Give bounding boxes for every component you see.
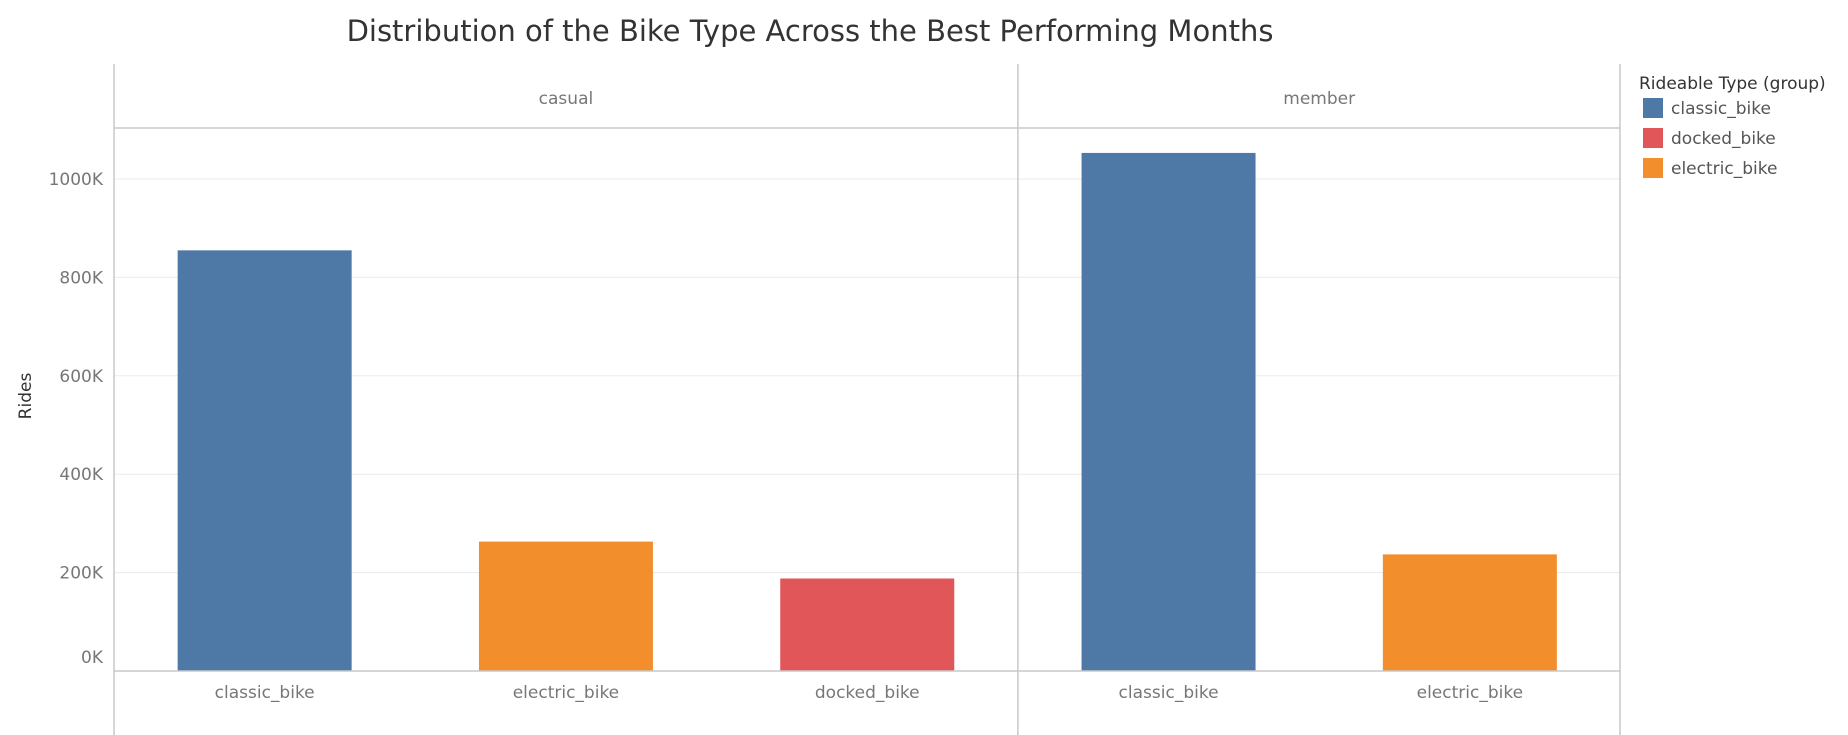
y-tick-label: 200K xyxy=(59,564,103,584)
x-tick-label: classic_bike xyxy=(1119,683,1219,703)
y-tick-label: 600K xyxy=(59,367,103,387)
legend-swatch-electric_bike[interactable] xyxy=(1643,158,1663,178)
legend-label-docked_bike[interactable]: docked_bike xyxy=(1671,129,1776,149)
bar-member-electric_bike[interactable] xyxy=(1382,554,1557,671)
chart-title: Distribution of the Bike Type Across the… xyxy=(347,14,1274,48)
bar-casual-docked_bike[interactable] xyxy=(780,578,955,671)
y-tick-label: 0K xyxy=(81,648,104,668)
y-tick-label: 400K xyxy=(59,465,103,485)
y-tick-label: 1000K xyxy=(49,170,104,190)
legend-swatch-classic_bike[interactable] xyxy=(1643,98,1663,118)
x-tick-label: docked_bike xyxy=(815,683,920,703)
panel-header-member: member xyxy=(1283,89,1355,109)
y-tick-label: 800K xyxy=(59,268,103,288)
y-axis-label: Rides xyxy=(16,373,36,420)
legend-swatch-docked_bike[interactable] xyxy=(1643,128,1663,148)
bar-casual-classic_bike[interactable] xyxy=(177,250,352,671)
legend-title: Rideable Type (group) xyxy=(1639,74,1826,94)
x-tick-label: electric_bike xyxy=(1417,683,1523,703)
bar-member-classic_bike[interactable] xyxy=(1081,152,1256,671)
bar-casual-electric_bike[interactable] xyxy=(478,541,653,671)
legend-label-electric_bike[interactable]: electric_bike xyxy=(1671,159,1777,179)
x-tick-label: electric_bike xyxy=(513,683,619,703)
legend[interactable]: Rideable Type (group) classic_bikedocked… xyxy=(1639,74,1826,179)
plot-area: 0K 200K 400K 600K 800K 1000K casual classic_bik… xyxy=(49,64,1621,735)
legend-label-classic_bike[interactable]: classic_bike xyxy=(1671,99,1771,119)
x-tick-label: classic_bike xyxy=(215,683,315,703)
panel-header-casual: casual xyxy=(539,89,594,109)
